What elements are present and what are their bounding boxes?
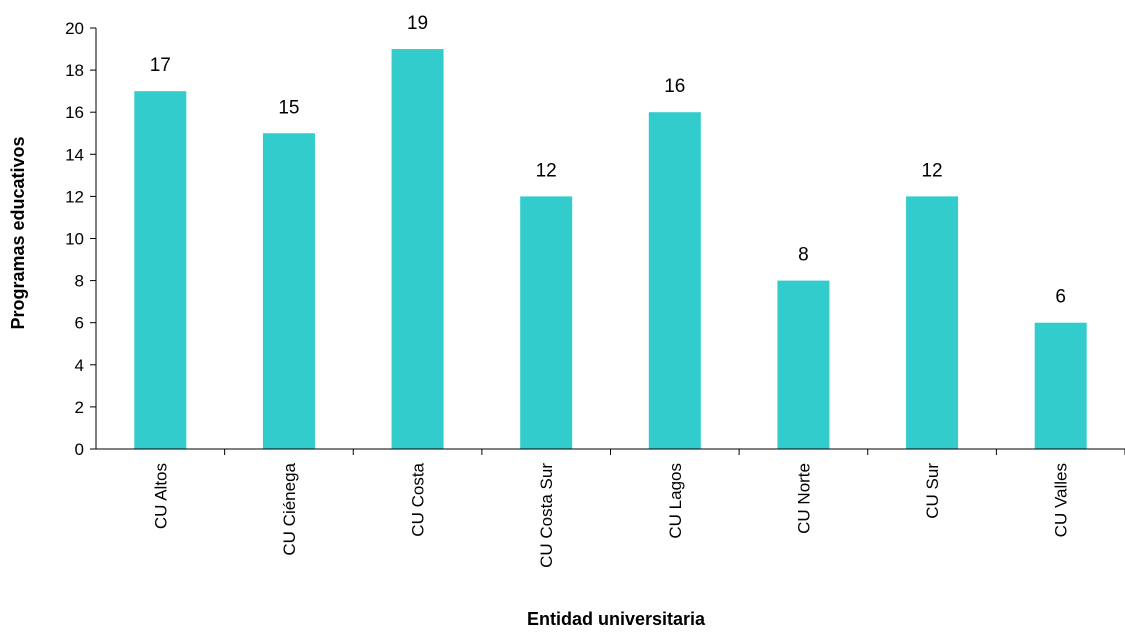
x-tick-label-8: CU Valles [1052,463,1071,537]
labels-layer: 17 CU Altos 15 CU Ciénega 19 CU Costa 12 CU Cos… [150,13,1071,568]
y-tick-label-5: 8 [75,272,84,291]
y-tick-label-4: 6 [75,314,84,333]
y-tick-label-11: 20 [65,19,84,38]
y-axis-title: Programas educativos [8,136,28,329]
data-label-5: 16 [664,76,685,97]
data-label-7: 12 [921,160,942,181]
y-tick-label-6: 10 [65,230,84,249]
data-label-1: 17 [150,55,171,76]
x-tick-label-4: CU Costa Sur [537,463,556,568]
y-tick-label-1: 0 [75,440,84,459]
bar-2 [262,133,315,449]
bar-5 [648,112,701,449]
bar-6 [777,280,830,449]
data-label-6: 8 [798,245,809,266]
y-tick-label-9: 16 [65,103,84,122]
x-axis-title: Entidad universitaria [527,609,706,629]
y-tick-label-7: 12 [65,187,84,206]
y-tick-label-10: 18 [65,61,84,80]
data-label-8: 6 [1055,287,1066,308]
data-label-4: 12 [536,160,557,181]
bar-3 [391,49,444,450]
x-tick-label-6: CU Norte [794,463,813,534]
bars-layer [134,49,1087,450]
x-tick-label-1: CU Altos [151,463,170,529]
y-tick-label-2: 2 [75,398,84,417]
bar-7 [906,196,959,449]
x-tick-label-7: CU Sur [923,463,942,519]
data-label-3: 19 [407,13,428,34]
x-tick-label-5: CU Lagos [666,463,685,539]
x-tick-label-2: CU Ciénega [280,462,299,555]
bar-4 [520,196,573,449]
bar-8 [1034,322,1087,449]
bar-1 [134,91,187,450]
data-label-2: 15 [278,97,299,118]
x-tick-label-3: CU Costa [409,462,428,536]
y-tick-label-3: 4 [75,356,84,375]
axes-layer: 0 2 4 6 8 10 12 14 16 18 20 [65,19,1125,459]
y-tick-label-8: 14 [65,145,84,164]
